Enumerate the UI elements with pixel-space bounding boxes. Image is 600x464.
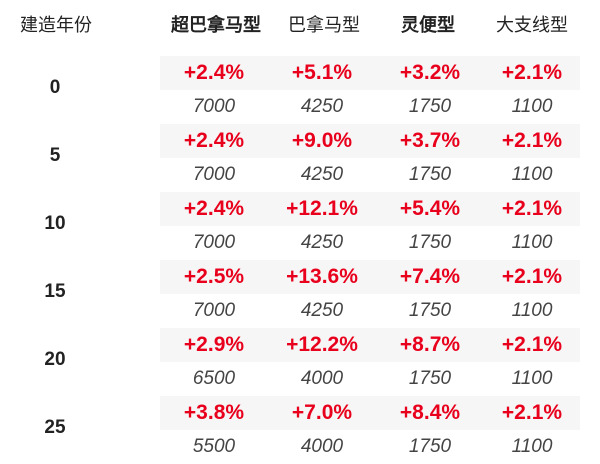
price-cell: 1100 — [511, 436, 553, 457]
pct-cell: +2.1% — [501, 401, 563, 424]
pct-cell: +3.2% — [399, 61, 461, 84]
price-cell: 1100 — [511, 96, 553, 117]
price-cell: 1100 — [511, 232, 553, 253]
price-cell: 6500 — [192, 368, 236, 389]
pct-cell: +2.9% — [183, 333, 245, 356]
row-band — [160, 328, 580, 362]
header-build-year: 建造年份 — [20, 15, 92, 36]
price-cell: 5500 — [192, 436, 236, 457]
pct-cell: +7.0% — [291, 401, 353, 424]
pct-cell: +2.1% — [501, 197, 563, 220]
price-cell: 1750 — [408, 232, 452, 253]
pct-cell: +5.4% — [399, 197, 461, 220]
pct-cell: +9.0% — [291, 129, 353, 152]
year-cell: 25 — [44, 417, 66, 438]
price-cell: 1750 — [408, 368, 452, 389]
pct-cell: +8.4% — [399, 401, 461, 424]
price-cell: 4250 — [300, 300, 344, 321]
price-cell: 4250 — [300, 96, 344, 117]
pct-cell: +2.1% — [501, 129, 563, 152]
pct-cell: +12.2% — [286, 333, 358, 356]
price-cell: 4250 — [300, 164, 344, 185]
header-handy: 灵便型 — [401, 15, 455, 36]
price-cell: 1100 — [511, 368, 553, 389]
year-cell: 15 — [44, 281, 66, 302]
price-cell: 4250 — [300, 232, 344, 253]
header-feeder-max: 大支线型 — [496, 15, 568, 36]
header-super-panamax: 超巴拿马型 — [171, 15, 261, 36]
year-cell: 20 — [44, 349, 66, 370]
year-cell: 5 — [49, 145, 61, 166]
pct-cell: +12.1% — [286, 197, 358, 220]
price-cell: 1750 — [408, 436, 452, 457]
pct-cell: +2.4% — [183, 129, 245, 152]
row-band — [160, 260, 580, 294]
price-cell: 1100 — [511, 300, 553, 321]
row-band — [160, 124, 580, 158]
pct-cell: +3.8% — [183, 401, 245, 424]
pct-cell: +2.1% — [501, 265, 563, 288]
year-cell: 0 — [49, 77, 61, 98]
price-cell: 1100 — [511, 164, 553, 185]
year-cell: 10 — [44, 213, 66, 234]
pct-cell: +8.7% — [399, 333, 461, 356]
price-cell: 7000 — [192, 164, 236, 185]
pct-cell: +7.4% — [399, 265, 461, 288]
header-panamax: 巴拿马型 — [288, 15, 360, 36]
price-cell: 1750 — [408, 96, 452, 117]
row-band — [160, 396, 580, 430]
price-cell: 7000 — [192, 232, 236, 253]
pct-cell: +2.1% — [501, 333, 563, 356]
pct-cell: +2.5% — [183, 265, 245, 288]
row-band — [160, 56, 580, 90]
pct-cell: +2.4% — [183, 197, 245, 220]
price-cell: 7000 — [192, 300, 236, 321]
pct-cell: +5.1% — [291, 61, 353, 84]
row-band — [160, 192, 580, 226]
pct-cell: +2.4% — [183, 61, 245, 84]
price-cell: 1750 — [408, 164, 452, 185]
pct-cell: +2.1% — [501, 61, 563, 84]
pct-cell: +3.7% — [399, 129, 461, 152]
price-cell: 1750 — [408, 300, 452, 321]
pct-cell: +13.6% — [286, 265, 358, 288]
price-cell: 4000 — [300, 368, 344, 389]
price-cell: 4000 — [300, 436, 344, 457]
price-cell: 7000 — [192, 96, 236, 117]
